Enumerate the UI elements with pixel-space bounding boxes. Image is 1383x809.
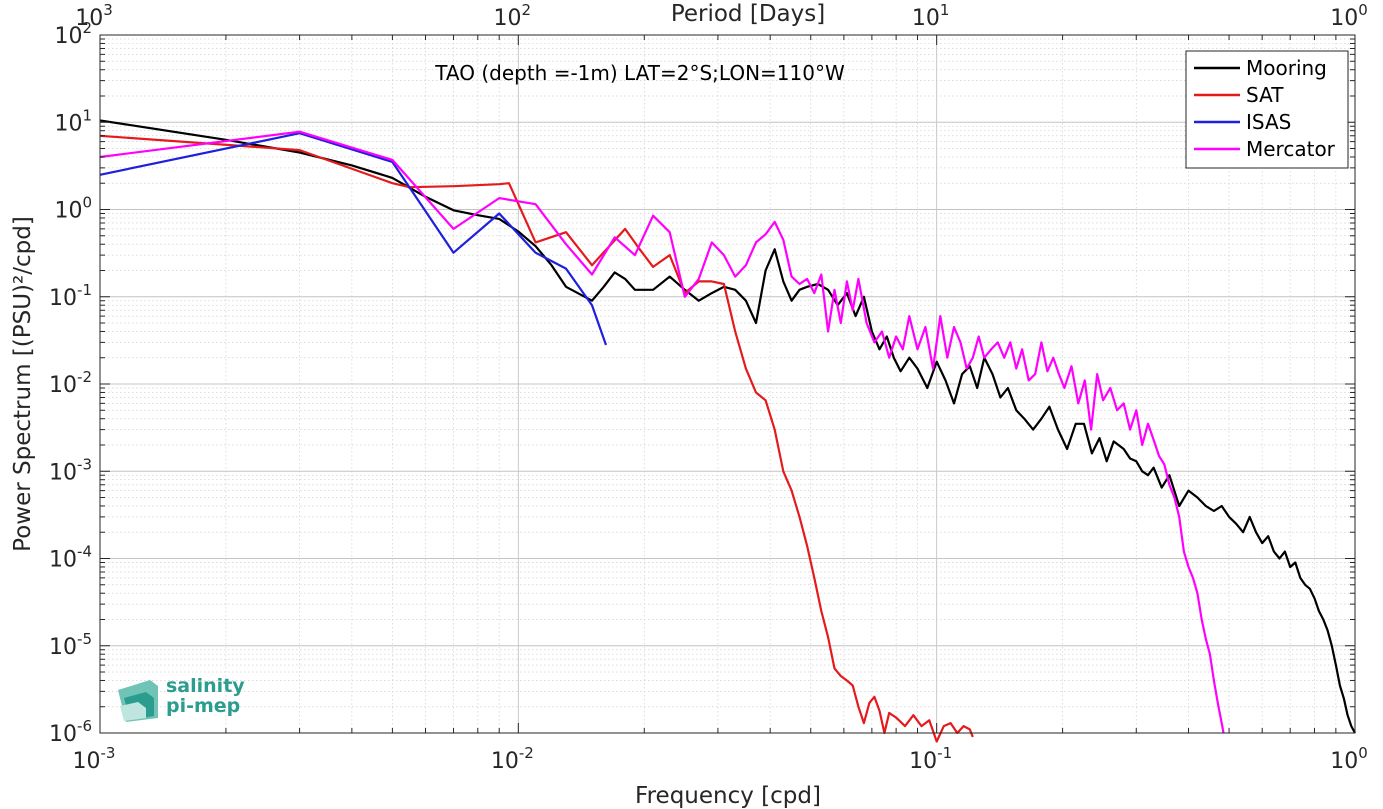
grid bbox=[99, 34, 1356, 734]
logo-mark-front bbox=[120, 702, 146, 721]
y-tick-label: 10-3 bbox=[49, 455, 92, 485]
y-tick-label: 10-4 bbox=[49, 543, 92, 573]
top-tick-label: 100 bbox=[1330, 1, 1368, 31]
chart-title: TAO (depth =-1m) LAT=2°S;LON=110°W bbox=[434, 61, 845, 85]
x-tick-label: 10-2 bbox=[491, 744, 534, 774]
x-tick-label: 10-3 bbox=[73, 744, 116, 774]
legend-label-mooring: Mooring bbox=[1246, 56, 1327, 80]
legend: Mooring SAT ISAS Mercator bbox=[1185, 50, 1349, 169]
x-tick-label: 100 bbox=[1330, 744, 1368, 774]
logo-text-line1: salinity bbox=[166, 675, 245, 697]
top-tick-label: 101 bbox=[912, 1, 950, 31]
y-tick-label: 102 bbox=[54, 19, 92, 49]
y-tick-label: 100 bbox=[54, 194, 92, 224]
salinity-pi-mep-logo: salinity pi-mep bbox=[118, 675, 245, 722]
y-tick-label: 101 bbox=[54, 106, 92, 136]
series-layer bbox=[99, 119, 1356, 743]
top-tick-label: 103 bbox=[75, 1, 113, 31]
series-line-mercator bbox=[99, 130, 1225, 734]
series-line-mooring bbox=[99, 119, 1356, 734]
top-tick-label: 102 bbox=[494, 1, 532, 31]
legend-label-mercator: Mercator bbox=[1246, 137, 1336, 161]
top-axis-label: Period [Days] bbox=[671, 1, 825, 27]
y-axis-label: Power Spectrum [(PSU)²/cpd] bbox=[10, 216, 36, 552]
y-tick-label: 10-5 bbox=[49, 630, 92, 660]
y-tick-label: 10-6 bbox=[49, 717, 92, 747]
series-line-isas bbox=[99, 132, 608, 346]
legend-label-isas: ISAS bbox=[1246, 110, 1291, 134]
legend-label-sat: SAT bbox=[1246, 83, 1284, 107]
x-axis-label: Frequency [cpd] bbox=[635, 783, 821, 809]
ticks bbox=[99, 34, 1356, 734]
series-line-sat bbox=[99, 134, 974, 743]
x-tick-label: 10-1 bbox=[909, 744, 952, 774]
y-tick-label: 10-1 bbox=[49, 281, 92, 311]
logo-text-line2: pi-mep bbox=[166, 695, 240, 717]
y-tick-label: 10-2 bbox=[49, 368, 92, 398]
